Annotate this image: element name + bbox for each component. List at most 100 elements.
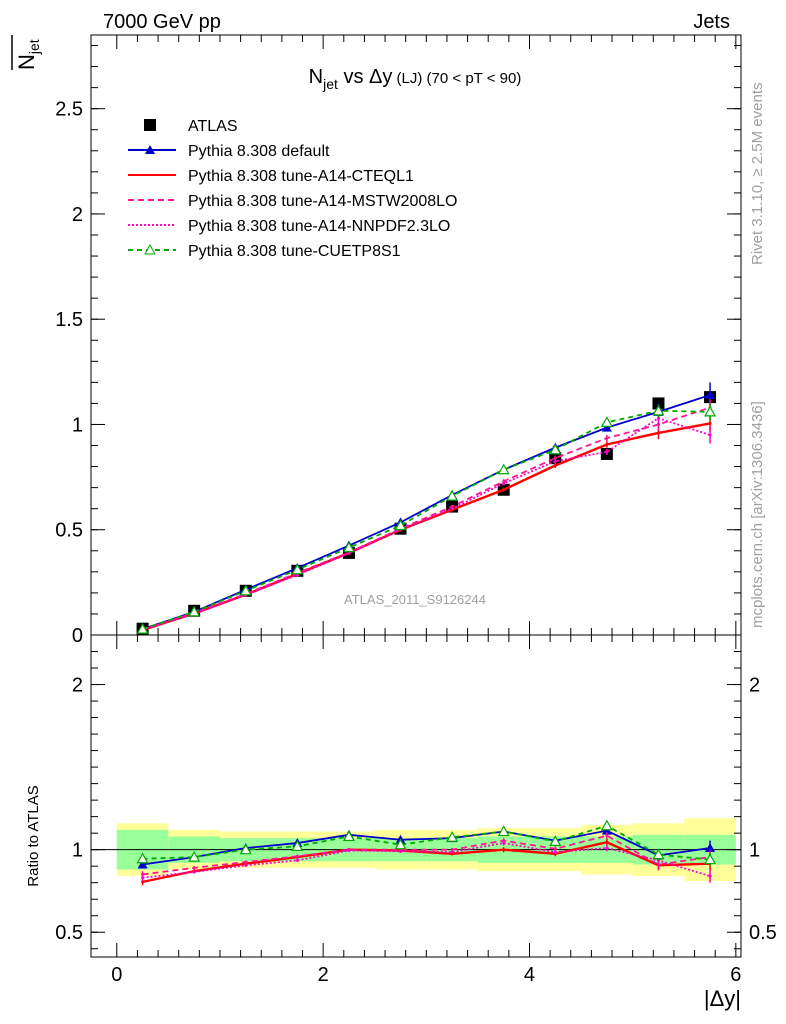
y-tick-label: 2 [72,675,83,697]
data-point [502,481,506,485]
data-point [136,622,149,634]
data-point [705,390,716,399]
energy-label: 7000 GeV pp [103,11,221,33]
data-point [600,416,613,427]
x-tick-label: 6 [730,964,741,986]
data-point [188,605,201,617]
data-point [192,866,196,870]
data-point [497,825,510,837]
data-point [450,848,454,852]
y-tick-label: 0.5 [55,922,83,944]
main-panel-marks [136,382,717,635]
data-point [549,443,562,455]
data-point [605,450,609,454]
data-point [244,863,248,867]
y-label-main: N [14,54,39,70]
chart-title: Njet vs Δy (LJ) (70 < pT < 90) [309,66,522,92]
y-tick-label: 1 [72,414,83,436]
y-tick-label-right: 2 [749,675,760,697]
title-small: (LJ) [392,70,422,87]
data-point [295,858,299,862]
data-point [502,848,506,852]
data-point [708,433,712,437]
data-point [188,850,201,862]
data-point [141,880,145,884]
data-point [192,870,196,874]
legend-marker [145,145,155,154]
data-point [347,551,351,555]
title-sub: jet [322,76,338,92]
data-point [708,421,712,425]
data-point [708,874,712,878]
y-label-sub: jet [26,39,42,55]
legend-label: Pythia 8.308 default [188,143,330,160]
y-tick-label: 1 [72,840,83,862]
analysis-id: ATLAS_2011_S9126244 [344,592,486,607]
legend-label: Pythia 8.308 tune-A14-MSTW2008LO [188,193,457,210]
y-tick-label-right: 0.5 [749,922,777,944]
ratio-panel-marks [136,819,717,886]
series-line [142,829,711,866]
x-tick-label: 2 [318,964,329,986]
legend-label: Pythia 8.308 tune-A14-CTEQL1 [188,168,414,185]
data-point [704,405,717,417]
main-y-axis-label: Njet [14,39,42,70]
data-point [342,541,355,553]
y-tick-label: 0 [72,625,83,647]
data-point [605,840,609,844]
series-line [142,417,711,631]
data-point [601,422,612,432]
y-tick-label: 1.5 [55,309,83,331]
mcplots-label: mcplots.cern.ch [arXiv:1306.3436] [749,401,766,628]
y-tick-label-right: 1 [749,840,760,862]
y-tick-label: 2.5 [55,99,83,121]
data-point [652,404,665,416]
data-point [244,860,248,864]
data-point [347,848,351,852]
data-point [652,848,665,860]
title-n: N [309,66,323,88]
data-point [342,830,355,842]
process-label: Jets [693,11,730,33]
data-point [497,463,510,475]
title-tail: (70 < pT < 90) [422,70,521,87]
axes-box [90,634,742,958]
data-point [446,489,459,501]
series-pythia-8-308-tune-a14-nnpdf2-3lo [141,840,712,883]
legend-label: Pythia 8.308 tune-CUETP8S1 [188,243,401,260]
data-point [394,838,407,850]
y-tick-label: 0.5 [55,520,83,542]
legend: ATLAS Pythia 8.308 default Pythia 8.308 tu… [128,118,457,260]
data-point [502,841,506,845]
title-rest: vs Δy [338,66,392,88]
data-point [446,831,459,842]
data-point [502,488,506,492]
legend-label: Pythia 8.308 tune-A14-NNPDF2.3LO [188,218,450,235]
data-point [450,850,454,854]
series-line [142,406,711,631]
data-point [553,459,557,463]
data-point [394,519,407,531]
data-point [605,442,609,446]
data-point [704,853,717,865]
series-line [142,834,711,876]
series-pythia-8-308-tune-cuetp8s1 [136,819,717,867]
rivet-label: Rivet 3.1.10, ≥ 2.5M events [749,83,766,266]
data-point [605,834,609,838]
data-point [399,849,403,853]
series-line [142,824,711,861]
data-point [553,847,557,851]
series-line [142,842,711,879]
data-point [605,846,609,850]
data-point [450,507,454,511]
data-point [553,850,557,854]
legend-marker [144,243,156,255]
data-point [291,840,304,851]
data-point [295,854,299,858]
x-axis-label: |Δy| [704,986,741,1011]
data-point [141,876,145,880]
data-point [239,584,252,596]
data-point [656,858,660,862]
data-point [136,852,149,864]
